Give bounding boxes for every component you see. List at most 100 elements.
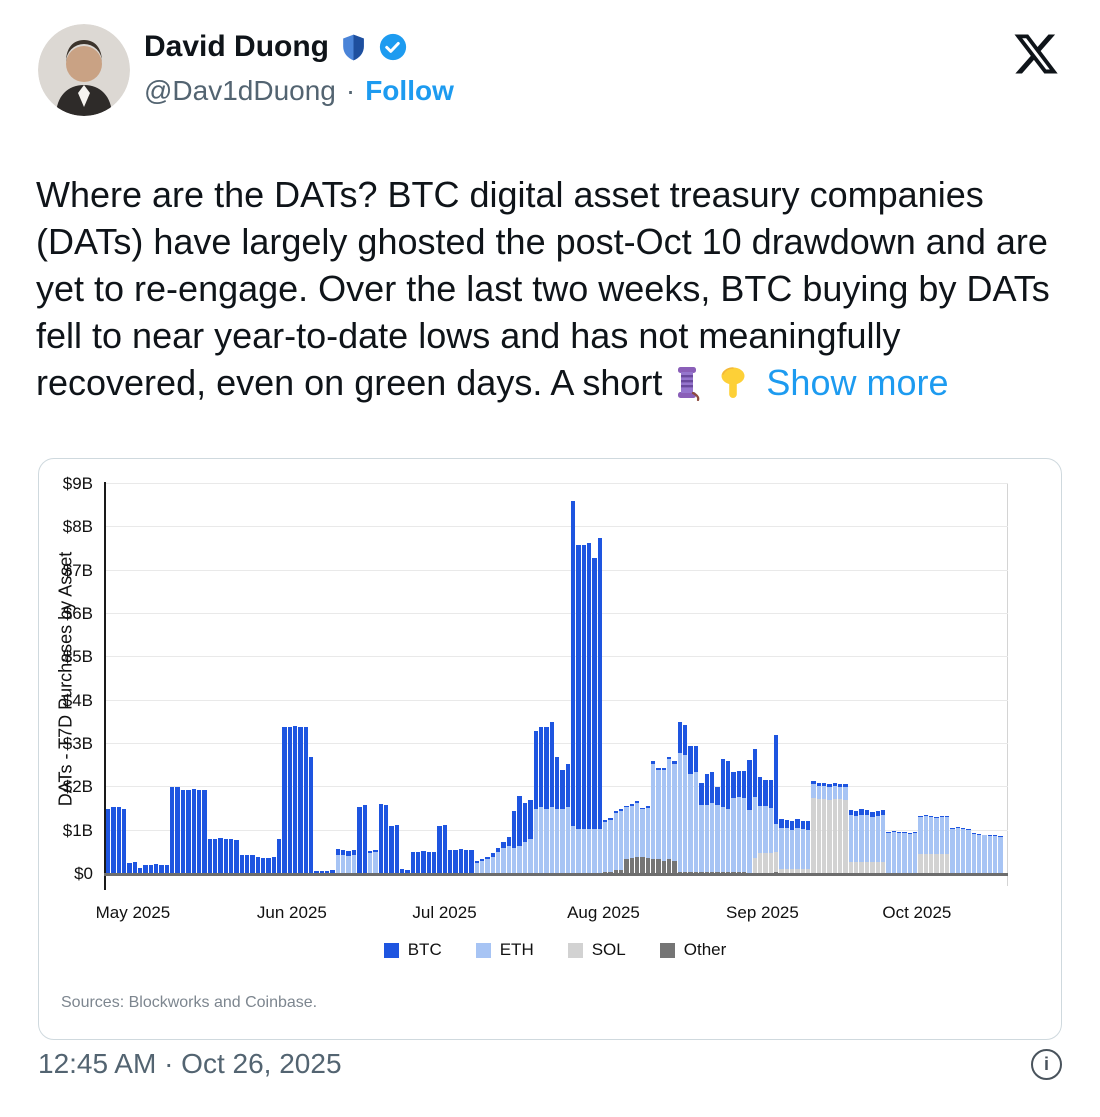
bar <box>132 861 138 874</box>
bar <box>138 867 143 874</box>
bar <box>870 812 875 874</box>
bar-segment-btc <box>159 865 164 874</box>
bar <box>394 825 399 874</box>
bar <box>982 834 987 874</box>
bar-segment-eth <box>704 804 709 872</box>
x-tick-label: Jun 2025 <box>256 903 327 922</box>
bar <box>570 501 576 874</box>
bar-segment-btc <box>693 746 699 773</box>
bar <box>944 816 950 874</box>
bar-segment-btc <box>448 850 453 874</box>
bar-segment-btc <box>613 811 618 814</box>
bar <box>998 835 1003 874</box>
bar-segment-btc <box>138 867 143 874</box>
bar-segment-sol <box>806 868 811 874</box>
bar-segment-btc <box>961 828 966 829</box>
bar-segment-eth <box>923 815 928 854</box>
bar-segment-eth <box>619 811 624 870</box>
bar-segment-eth <box>736 797 741 872</box>
info-icon[interactable]: i <box>1031 1048 1062 1080</box>
bar <box>966 828 971 874</box>
bar-segment-btc <box>549 722 554 807</box>
bar-segment-eth <box>506 845 512 874</box>
bar-segment-other <box>613 869 618 874</box>
x-logo-button[interactable] <box>1012 30 1060 78</box>
bar <box>517 796 522 874</box>
avatar[interactable] <box>38 24 130 116</box>
bar-segment-eth <box>875 815 880 863</box>
bar-segment-btc <box>367 851 373 854</box>
bar-segment-btc <box>998 835 1003 837</box>
bar <box>538 726 544 874</box>
follow-button[interactable]: Follow <box>365 75 454 106</box>
user-handle[interactable]: @Dav1dDuong <box>144 75 336 106</box>
bar <box>683 724 688 874</box>
bar-segment-eth <box>757 805 763 854</box>
x-tick-label: Oct 2025 <box>882 903 952 922</box>
bar <box>693 746 699 874</box>
bar-segment-btc <box>699 783 704 805</box>
bar <box>159 865 164 874</box>
bar-segment-btc <box>260 857 266 874</box>
bar <box>490 853 496 874</box>
show-more-link[interactable]: Show more <box>766 362 949 403</box>
bar-segment-btc <box>496 848 501 853</box>
bar <box>635 801 640 874</box>
timestamp[interactable]: 12:45 AM · Oct 26, 2025 <box>38 1048 342 1079</box>
bar-segment-sol <box>918 853 923 874</box>
x-axis-labels: May 2025 Jun 2025 Jul 2025 Aug 2025 Sep 2025… <box>96 903 1004 927</box>
bar <box>672 761 677 874</box>
avatar-image <box>38 24 130 116</box>
bar-segment-btc <box>848 810 854 815</box>
bar-segment-btc <box>875 811 880 816</box>
bar-segment-other <box>608 871 613 874</box>
bar <box>175 787 180 874</box>
bar-segment-eth <box>645 807 651 858</box>
bar <box>111 806 116 874</box>
bar-segment-btc <box>325 870 330 874</box>
bar-segment-eth <box>773 824 779 853</box>
bar-segment-btc <box>335 849 341 855</box>
bar-segment-btc <box>330 869 335 874</box>
bar <box>928 815 934 874</box>
bar-segment-btc <box>923 815 928 816</box>
chart-legend: BTC ETH SOL Other <box>106 940 1004 960</box>
legend-label: ETH <box>499 940 534 959</box>
display-name[interactable]: David Duong <box>144 30 329 63</box>
bar-segment-other <box>602 871 608 874</box>
bar <box>891 831 896 874</box>
bar-segment-btc <box>143 865 148 874</box>
bar <box>806 821 811 874</box>
bar-segment-other <box>656 858 661 874</box>
bar-segment-sol <box>875 862 880 874</box>
bar <box>122 809 127 874</box>
bar-segment-btc <box>399 868 405 874</box>
bar-segment-eth <box>629 805 635 858</box>
bar <box>260 857 266 874</box>
bar-segment-btc <box>357 806 362 874</box>
bar <box>757 777 763 874</box>
bar-segment-eth <box>977 835 982 874</box>
bar-segment-btc <box>464 850 469 874</box>
bar-segment-btc <box>207 839 212 874</box>
bar-segment-sol <box>838 799 843 873</box>
bar-segment-eth <box>496 852 501 874</box>
bar-segment-btc <box>667 757 672 760</box>
bar <box>784 819 789 874</box>
bar <box>875 811 880 874</box>
bar-segment-eth <box>709 802 715 872</box>
bar-segment-btc <box>592 557 597 829</box>
bar-segment-eth <box>699 804 704 872</box>
chart-media-card[interactable]: DATs - T7D Purchases by Asset $0 $1B $2B $3… <box>38 458 1062 1040</box>
sources-note: Sources: Blockworks and Coinbase. <box>61 994 318 1011</box>
bar-segment-sol <box>811 798 816 873</box>
bar-segment-btc <box>704 774 709 805</box>
bar <box>180 789 186 874</box>
bar-segment-sol <box>934 853 939 874</box>
bar <box>303 726 309 874</box>
bar-segment-btc <box>501 841 506 848</box>
bar-segment-btc <box>277 839 282 874</box>
bar-segment-other <box>672 861 677 874</box>
bar-segment-btc <box>309 757 314 874</box>
bar-segment-btc <box>517 796 522 846</box>
